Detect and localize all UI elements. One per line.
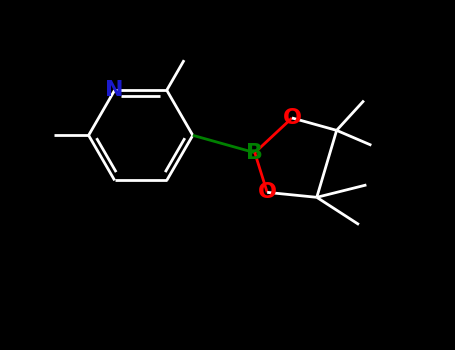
Text: N: N <box>106 80 124 100</box>
Text: B: B <box>246 143 263 163</box>
Text: O: O <box>283 108 302 128</box>
Text: O: O <box>258 182 277 202</box>
